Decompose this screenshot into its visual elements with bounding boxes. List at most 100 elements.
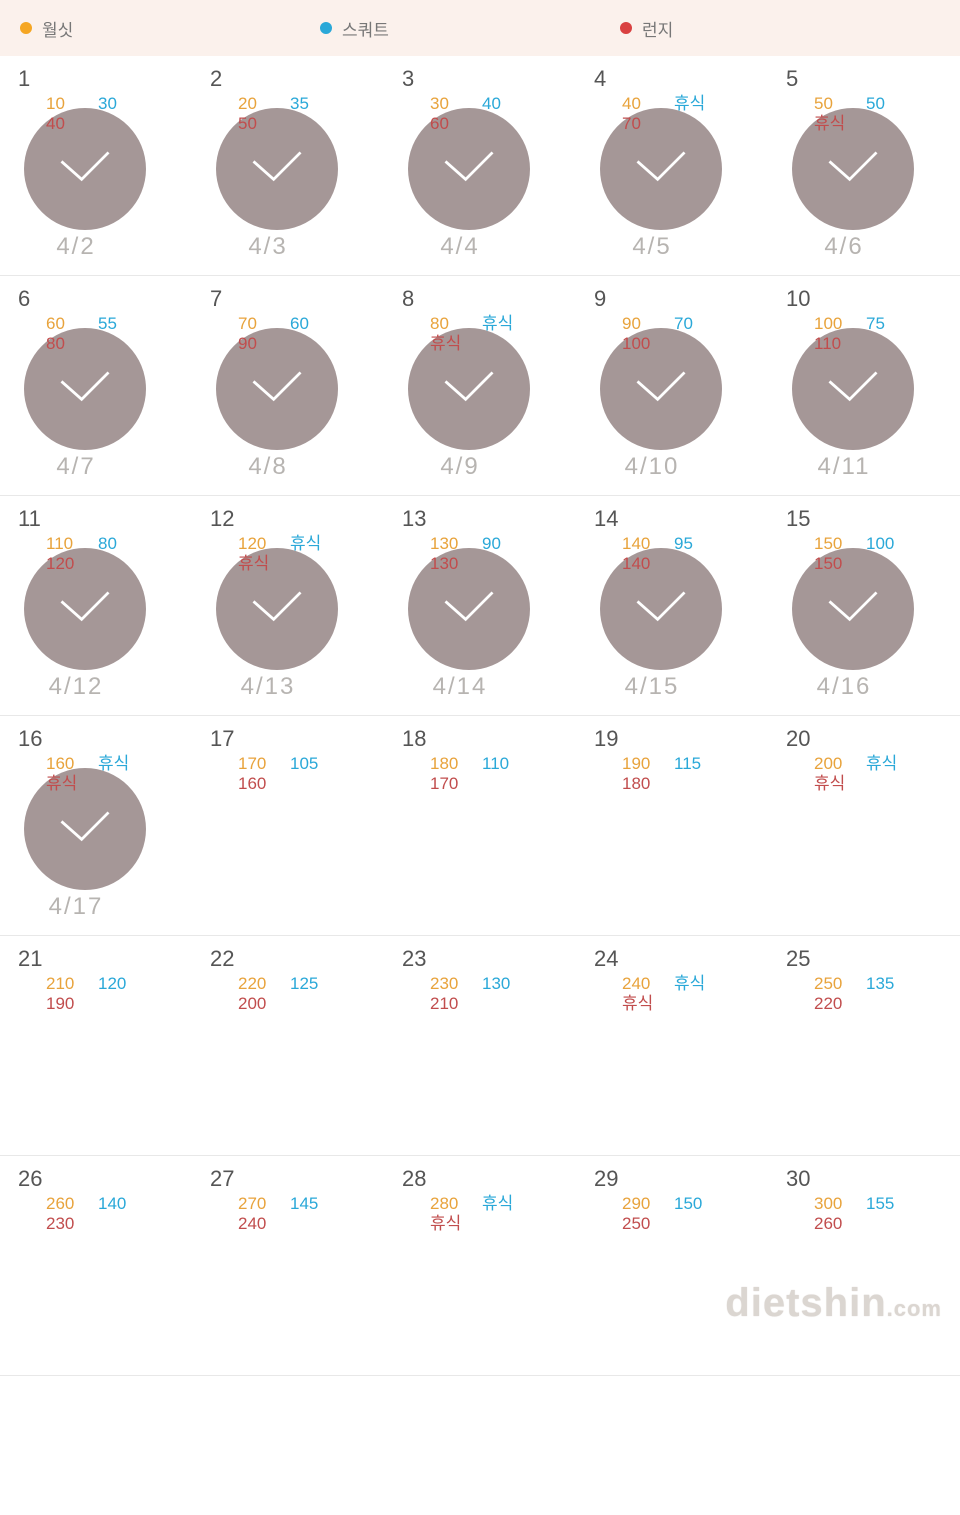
lunge-value: 110	[814, 334, 946, 354]
completed-date: 4/13	[192, 673, 384, 701]
squat-value: 105	[290, 754, 318, 774]
squat-value: 30	[98, 94, 117, 114]
squat-value: 120	[98, 974, 126, 994]
legend-label-lunge: 런지	[642, 16, 673, 41]
day-number: 25	[786, 946, 946, 972]
day-cell[interactable]: 22220125200	[192, 936, 384, 1156]
wallsit-value: 260	[46, 1194, 80, 1214]
squat-value: 70	[674, 314, 693, 334]
day-values: 120휴식휴식	[210, 534, 370, 575]
day-cell[interactable]: 880휴식휴식4/9	[384, 276, 576, 496]
lunge-value: 230	[46, 1214, 178, 1234]
check-icon	[57, 587, 113, 632]
day-cell[interactable]: 24240휴식휴식	[576, 936, 768, 1156]
squat-value: 50	[866, 94, 885, 114]
day-cell[interactable]: 66055804/7	[0, 276, 192, 496]
wallsit-value: 60	[46, 314, 80, 334]
lunge-value: 130	[430, 554, 562, 574]
day-values: 11080120	[18, 534, 178, 575]
day-number: 5	[786, 66, 946, 92]
wallsit-value: 230	[430, 974, 464, 994]
lunge-value: 60	[430, 114, 562, 134]
day-cell[interactable]: 27270145240	[192, 1156, 384, 1376]
day-values: 304060	[402, 94, 562, 135]
day-cell[interactable]: 151501001504/16	[768, 496, 960, 716]
day-number: 17	[210, 726, 370, 752]
day-cell[interactable]: 11110801204/12	[0, 496, 192, 716]
day-number: 30	[786, 1166, 946, 1192]
day-number: 16	[18, 726, 178, 752]
day-values: 280휴식휴식	[402, 1194, 562, 1235]
day-cell[interactable]: 14140951404/15	[576, 496, 768, 716]
day-cell[interactable]: 13130901304/14	[384, 496, 576, 716]
day-cell[interactable]: 18180110170	[384, 716, 576, 936]
day-values: 300155260	[786, 1194, 946, 1235]
wallsit-value: 210	[46, 974, 80, 994]
legend-item-squat: 스쿼트	[320, 16, 620, 41]
day-cell[interactable]: 990701004/10	[576, 276, 768, 496]
day-cell[interactable]: 55050휴식4/6	[768, 56, 960, 276]
day-cell[interactable]: 17170105160	[192, 716, 384, 936]
lunge-value: 휴식	[814, 774, 946, 794]
day-cell[interactable]: 22035504/3	[192, 56, 384, 276]
day-cell[interactable]: 440휴식704/5	[576, 56, 768, 276]
lunge-value: 휴식	[622, 994, 754, 1014]
squat-value: 80	[98, 534, 117, 554]
check-icon	[441, 147, 497, 192]
squat-value: 휴식	[674, 974, 705, 994]
check-icon	[57, 807, 113, 852]
day-cell[interactable]: 77060904/8	[192, 276, 384, 496]
day-cell[interactable]: 23230130210	[384, 936, 576, 1156]
wallsit-value: 280	[430, 1194, 464, 1214]
legend-dot-wallsit	[20, 22, 32, 34]
day-number: 26	[18, 1166, 178, 1192]
wallsit-value: 220	[238, 974, 272, 994]
day-cell[interactable]: 11030404/2	[0, 56, 192, 276]
day-values: 190115180	[594, 754, 754, 795]
watermark: dietshin.com	[725, 1281, 942, 1326]
day-cell[interactable]: 30300155260	[768, 1156, 960, 1376]
legend-dot-lunge	[620, 22, 632, 34]
wallsit-value: 300	[814, 1194, 848, 1214]
lunge-value: 70	[622, 114, 754, 134]
lunge-value: 140	[622, 554, 754, 574]
day-values: 203550	[210, 94, 370, 135]
wallsit-value: 120	[238, 534, 272, 554]
wallsit-value: 240	[622, 974, 656, 994]
day-cell[interactable]: 19190115180	[576, 716, 768, 936]
check-icon	[249, 147, 305, 192]
day-number: 10	[786, 286, 946, 312]
day-values: 200휴식휴식	[786, 754, 946, 795]
day-cell[interactable]: 20200휴식휴식	[768, 716, 960, 936]
lunge-value: 200	[238, 994, 370, 1014]
day-number: 19	[594, 726, 754, 752]
wallsit-value: 160	[46, 754, 80, 774]
day-cell[interactable]: 28280휴식휴식	[384, 1156, 576, 1376]
completed-date: 4/2	[0, 233, 192, 261]
day-values: 14095140	[594, 534, 754, 575]
watermark-tld: .com	[887, 1296, 942, 1321]
day-cell[interactable]: 29290150250	[576, 1156, 768, 1376]
lunge-value: 휴식	[814, 114, 946, 134]
lunge-value: 180	[622, 774, 754, 794]
day-cell[interactable]: 33040604/4	[384, 56, 576, 276]
day-cell[interactable]: 12120휴식휴식4/13	[192, 496, 384, 716]
wallsit-value: 50	[814, 94, 848, 114]
day-cell[interactable]: 10100751104/11	[768, 276, 960, 496]
day-values: 270145240	[210, 1194, 370, 1235]
day-number: 15	[786, 506, 946, 532]
wallsit-value: 150	[814, 534, 848, 554]
squat-value: 휴식	[482, 1194, 513, 1214]
check-icon	[633, 587, 689, 632]
day-cell[interactable]: 21210120190	[0, 936, 192, 1156]
squat-value: 휴식	[482, 314, 513, 334]
day-cell[interactable]: 16160휴식휴식4/17	[0, 716, 192, 936]
wallsit-value: 250	[814, 974, 848, 994]
lunge-value: 190	[46, 994, 178, 1014]
day-cell[interactable]: 25250135220	[768, 936, 960, 1156]
check-icon	[825, 587, 881, 632]
day-number: 8	[402, 286, 562, 312]
day-number: 13	[402, 506, 562, 532]
day-values: 220125200	[210, 974, 370, 1015]
day-cell[interactable]: 26260140230	[0, 1156, 192, 1376]
